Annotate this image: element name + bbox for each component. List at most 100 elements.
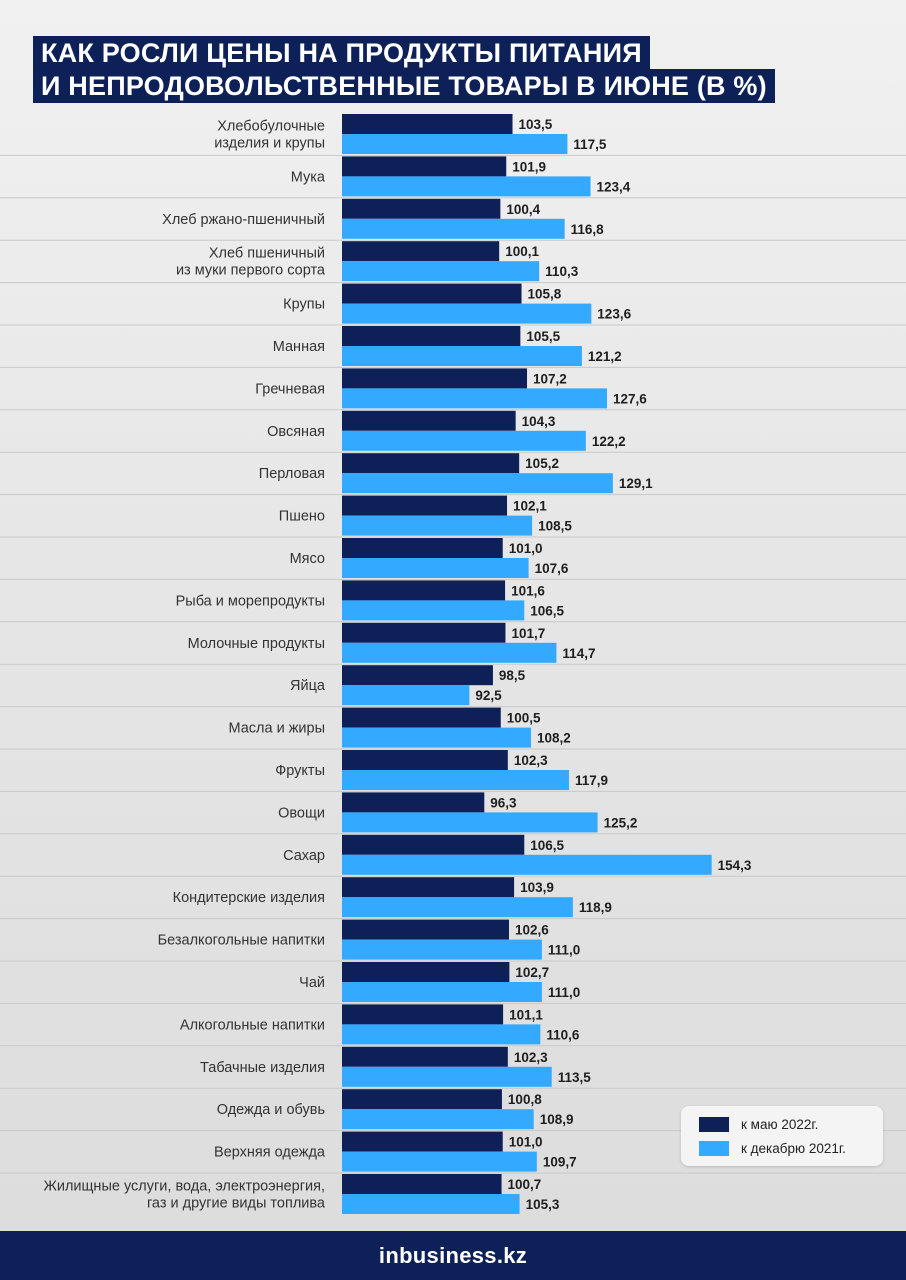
- bar-dec-2021: [342, 897, 573, 918]
- bar-dec-2021: [342, 854, 712, 875]
- bar-dec-2021: [342, 770, 569, 790]
- data-label: 96,3: [490, 795, 517, 810]
- data-label: 123,6: [597, 307, 631, 322]
- data-label: 111,0: [548, 943, 580, 958]
- data-label: 125,2: [604, 815, 638, 830]
- bar-may-2022: [342, 1174, 502, 1194]
- bar-may-2022: [342, 453, 520, 474]
- data-label: 108,9: [540, 1112, 574, 1127]
- data-label: 98,5: [499, 668, 526, 683]
- category-label: Одежда и обувь: [217, 1102, 325, 1118]
- bar-dec-2021: [342, 600, 525, 621]
- bar-may-2022: [342, 495, 508, 516]
- bar-may-2022: [342, 198, 501, 219]
- category-label: Хлеб пшеничный: [209, 246, 325, 262]
- bar-may-2022: [342, 750, 508, 770]
- category-label: Молочные продукты: [188, 636, 325, 652]
- data-label: 106,5: [530, 603, 564, 618]
- category-label: Сахар: [283, 848, 325, 864]
- bar-dec-2021: [342, 1109, 534, 1130]
- bar-dec-2021: [342, 1066, 552, 1087]
- bar-dec-2021: [342, 1194, 520, 1214]
- category-label: Мука: [291, 169, 326, 185]
- category-label: Пшено: [279, 509, 325, 525]
- data-label: 110,3: [545, 264, 579, 279]
- data-label: 105,2: [525, 456, 559, 471]
- bar-may-2022: [342, 707, 501, 728]
- category-label: Манная: [273, 339, 325, 355]
- bar-dec-2021: [342, 430, 586, 451]
- data-label: 102,6: [515, 923, 549, 938]
- data-label: 101,0: [509, 1135, 543, 1150]
- bar-may-2022: [342, 114, 513, 134]
- chart-legend: к маю 2022г. к декабрю 2021г.: [681, 1106, 883, 1166]
- category-label: Перловая: [259, 466, 325, 482]
- bar-may-2022: [342, 156, 507, 177]
- bar-may-2022: [342, 1046, 508, 1067]
- data-label: 116,8: [571, 222, 605, 237]
- data-label: 108,2: [537, 731, 571, 746]
- footer-bar: inbusiness.kz: [0, 1231, 906, 1280]
- bar-dec-2021: [342, 388, 607, 409]
- data-label: 103,9: [520, 880, 554, 895]
- bar-dec-2021: [342, 473, 613, 494]
- legend-swatch-may: [699, 1116, 729, 1132]
- category-label: Чай: [299, 975, 325, 991]
- data-label: 92,5: [475, 688, 502, 703]
- data-label: 122,2: [592, 434, 626, 449]
- inbusiness-logo: inbusiness.kz: [379, 1243, 527, 1269]
- bar-dec-2021: [342, 134, 568, 154]
- data-label: 101,1: [509, 1007, 543, 1022]
- category-label: Крупы: [283, 297, 325, 313]
- data-label: 111,0: [548, 985, 580, 1000]
- data-label: 105,3: [526, 1197, 560, 1212]
- bar-may-2022: [342, 834, 525, 855]
- data-label: 101,7: [511, 626, 545, 641]
- category-label: Фрукты: [275, 763, 325, 779]
- data-label: 102,7: [515, 965, 549, 980]
- legend-label-may: к маю 2022г.: [741, 1116, 819, 1132]
- category-label: из муки первого сорта: [176, 263, 326, 279]
- bar-may-2022: [342, 538, 503, 558]
- data-label: 105,5: [526, 329, 560, 344]
- logo-suffix: business.kz: [399, 1242, 528, 1268]
- bar-may-2022: [342, 241, 500, 262]
- bar-dec-2021: [342, 303, 592, 324]
- category-label: Масла и жиры: [228, 721, 325, 737]
- legend-swatch-december: [699, 1140, 729, 1156]
- data-label: 101,0: [509, 541, 543, 556]
- bar-dec-2021: [342, 812, 598, 833]
- bar-may-2022: [342, 1131, 503, 1152]
- data-label: 110,6: [546, 1027, 580, 1042]
- bar-dec-2021: [342, 346, 582, 366]
- bar-may-2022: [342, 622, 506, 643]
- bar-dec-2021: [342, 515, 533, 536]
- bar-dec-2021: [342, 261, 540, 282]
- bar-may-2022: [342, 919, 509, 940]
- category-label: Кондитерские изделия: [173, 890, 325, 906]
- legend-label-december: к декабрю 2021г.: [741, 1140, 846, 1156]
- category-label: Овсяная: [267, 424, 325, 440]
- bar-dec-2021: [342, 1024, 541, 1045]
- bar-dec-2021: [342, 939, 542, 960]
- bar-may-2022: [342, 326, 521, 346]
- data-label: 102,1: [513, 499, 547, 514]
- category-label: Хлебобулочные: [217, 119, 325, 135]
- data-label: 117,5: [573, 137, 607, 152]
- data-label: 107,6: [535, 561, 569, 576]
- data-label: 121,2: [588, 349, 622, 364]
- bar-may-2022: [342, 410, 516, 431]
- data-label: 100,8: [508, 1092, 542, 1107]
- category-label: Безалкогольные напитки: [158, 933, 325, 949]
- bar-dec-2021: [342, 982, 542, 1002]
- category-label: Мясо: [290, 551, 325, 567]
- data-label: 100,5: [507, 711, 541, 726]
- data-label: 114,7: [562, 646, 595, 661]
- bar-dec-2021: [342, 218, 565, 239]
- category-label: Яйца: [290, 678, 326, 694]
- data-label: 104,3: [522, 414, 556, 429]
- bar-may-2022: [342, 1004, 504, 1025]
- legend-item-may: к маю 2022г.: [699, 1116, 818, 1132]
- logo-prefix: in: [378, 1242, 400, 1268]
